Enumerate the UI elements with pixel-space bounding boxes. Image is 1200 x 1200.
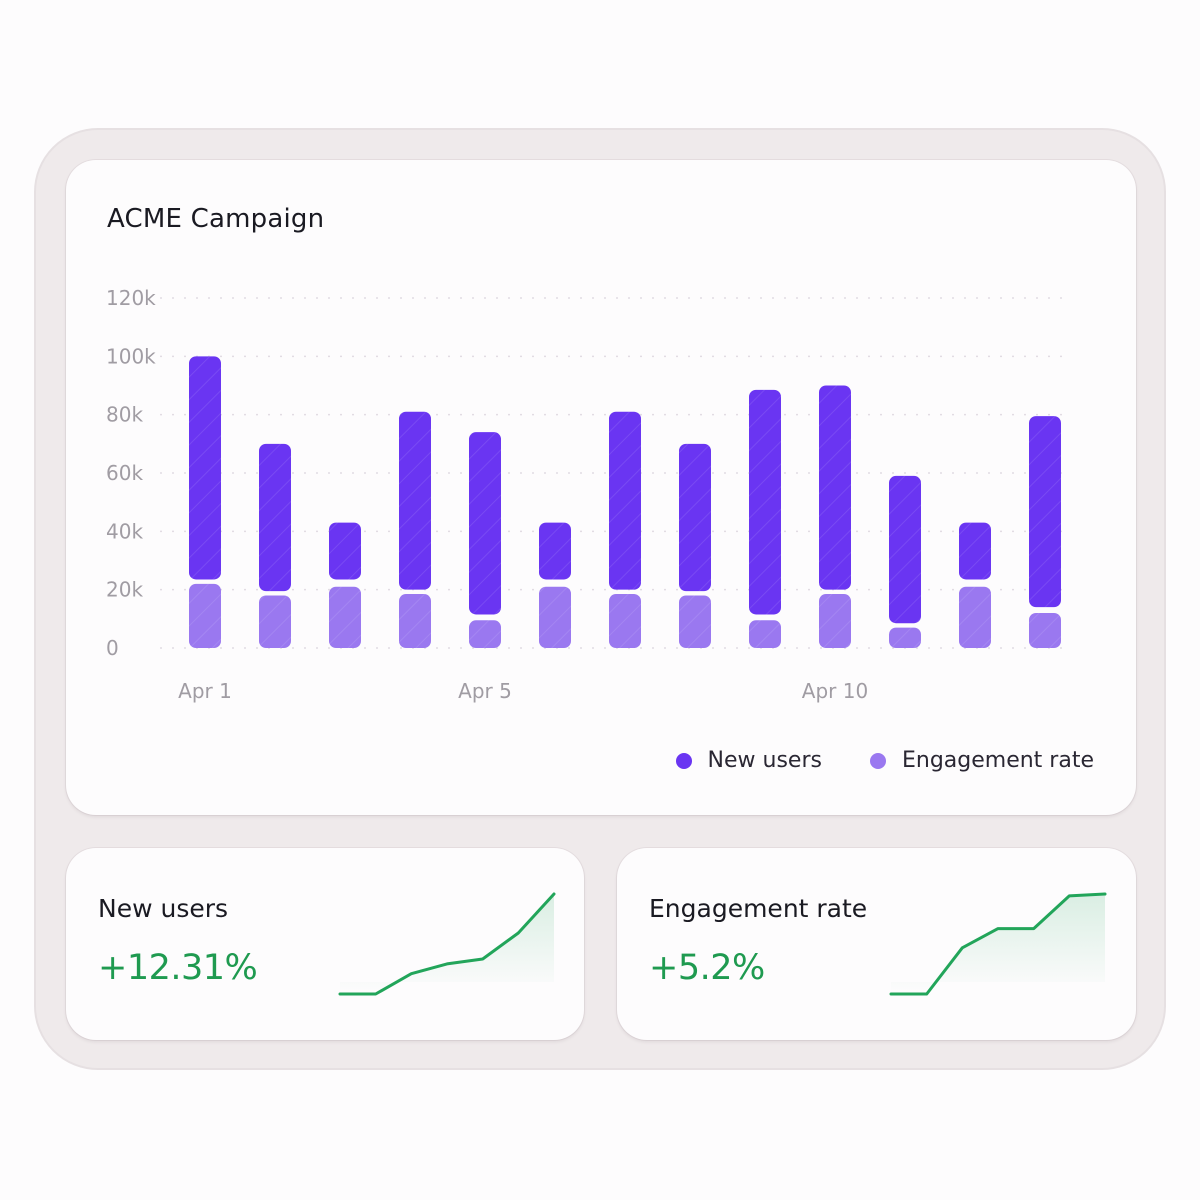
bar-texture xyxy=(539,586,571,648)
bar-texture xyxy=(189,583,221,648)
legend-item-engagement-rate[interactable]: Engagement rate xyxy=(869,748,1094,773)
y-tick-label: 20k xyxy=(106,578,143,602)
kpi-card-engagement-rate[interactable]: Engagement rate +5.2% xyxy=(617,848,1136,1040)
bar-texture xyxy=(889,627,921,648)
x-tick-label: Apr 10 xyxy=(802,679,868,703)
bar-texture xyxy=(609,411,641,590)
kpi-label: Engagement rate xyxy=(649,894,868,923)
sparkline-area xyxy=(891,894,1105,994)
bar-texture xyxy=(539,522,571,580)
y-tick-label: 0 xyxy=(106,636,119,660)
bar-texture xyxy=(469,620,501,648)
bar-texture xyxy=(749,389,781,615)
bar-texture xyxy=(469,432,501,615)
sparkline-line xyxy=(889,892,1107,996)
legend-dot-engagement-rate xyxy=(869,752,886,769)
campaign-chart-card: ACME Campaign 0 20k 40k 60k 80k 100k 120k Apr 1… xyxy=(66,160,1136,815)
bar-texture xyxy=(889,475,921,624)
bar-texture xyxy=(399,411,431,590)
y-tick-label: 80k xyxy=(106,403,143,427)
bar-texture xyxy=(749,620,781,648)
legend-label-new-users: New users xyxy=(707,748,822,773)
bar-texture xyxy=(1029,613,1061,648)
chart-legend: New users Engagement rate xyxy=(675,748,1094,773)
bar-texture xyxy=(679,595,711,648)
bar-texture xyxy=(329,586,361,648)
x-tick-label: Apr 1 xyxy=(178,679,232,703)
y-tick-label: 120k xyxy=(106,286,156,310)
kpi-value: +5.2% xyxy=(649,948,765,988)
sparkline-line xyxy=(338,892,556,996)
bar-texture xyxy=(819,594,851,648)
bar-texture xyxy=(259,443,291,592)
kpi-label: New users xyxy=(98,894,229,923)
bar-texture xyxy=(329,522,361,580)
bar-texture xyxy=(399,594,431,648)
y-tick-label: 100k xyxy=(106,344,156,368)
legend-label-engagement-rate: Engagement rate xyxy=(901,748,1094,773)
y-tick-label: 40k xyxy=(106,519,143,543)
bar-texture xyxy=(609,594,641,648)
kpi-card-new-users[interactable]: New users +12.31% xyxy=(66,848,584,1040)
bar-texture xyxy=(959,522,991,580)
sparkline-engagement-rate xyxy=(889,892,1107,996)
legend-item-new-users[interactable]: New users xyxy=(675,748,822,773)
legend-dot-new-users xyxy=(675,752,692,769)
bar-texture xyxy=(679,443,711,592)
bar-texture xyxy=(189,356,221,580)
y-tick-label: 60k xyxy=(106,461,143,485)
bar-texture xyxy=(819,385,851,590)
sparkline-new-users xyxy=(338,892,556,996)
bar-texture xyxy=(959,586,991,648)
kpi-value: +12.31% xyxy=(98,948,258,988)
bar-texture xyxy=(259,595,291,648)
sparkline-area xyxy=(340,894,554,994)
bar-texture xyxy=(1029,416,1061,608)
x-tick-label: Apr 5 xyxy=(458,679,512,703)
chart-title: ACME Campaign xyxy=(107,204,325,234)
